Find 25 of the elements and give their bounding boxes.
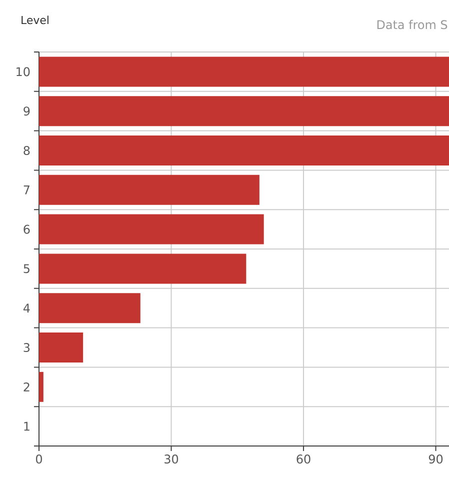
y-tick-label: 1 [24,422,30,431]
bar [39,56,449,87]
x-tick-label: 90 [428,454,443,464]
bar [39,293,140,324]
bar [39,136,449,166]
bar [39,254,246,284]
bar [39,332,84,362]
chart-subtitle: Data from S [377,20,448,30]
y-tick-label: 2 [24,382,30,392]
x-tick-label: 0 [36,454,42,464]
x-tick-label: 30 [164,454,178,464]
bar [39,96,449,126]
y-tick-label: 4 [23,304,30,312]
x-tick-label: 60 [296,454,310,464]
bar [39,372,44,402]
y-tick-label: 6 [24,224,30,234]
y-tick-label: 10 [16,67,30,76]
y-tick-label: 7 [24,186,30,194]
bar [39,174,260,205]
y-tick-label: 8 [24,146,30,156]
y-axis-title: Level [22,16,48,24]
y-tick-label: 3 [24,342,30,352]
bar [39,214,264,244]
y-tick-label: 5 [24,264,30,274]
y-tick-label: 9 [24,106,30,116]
